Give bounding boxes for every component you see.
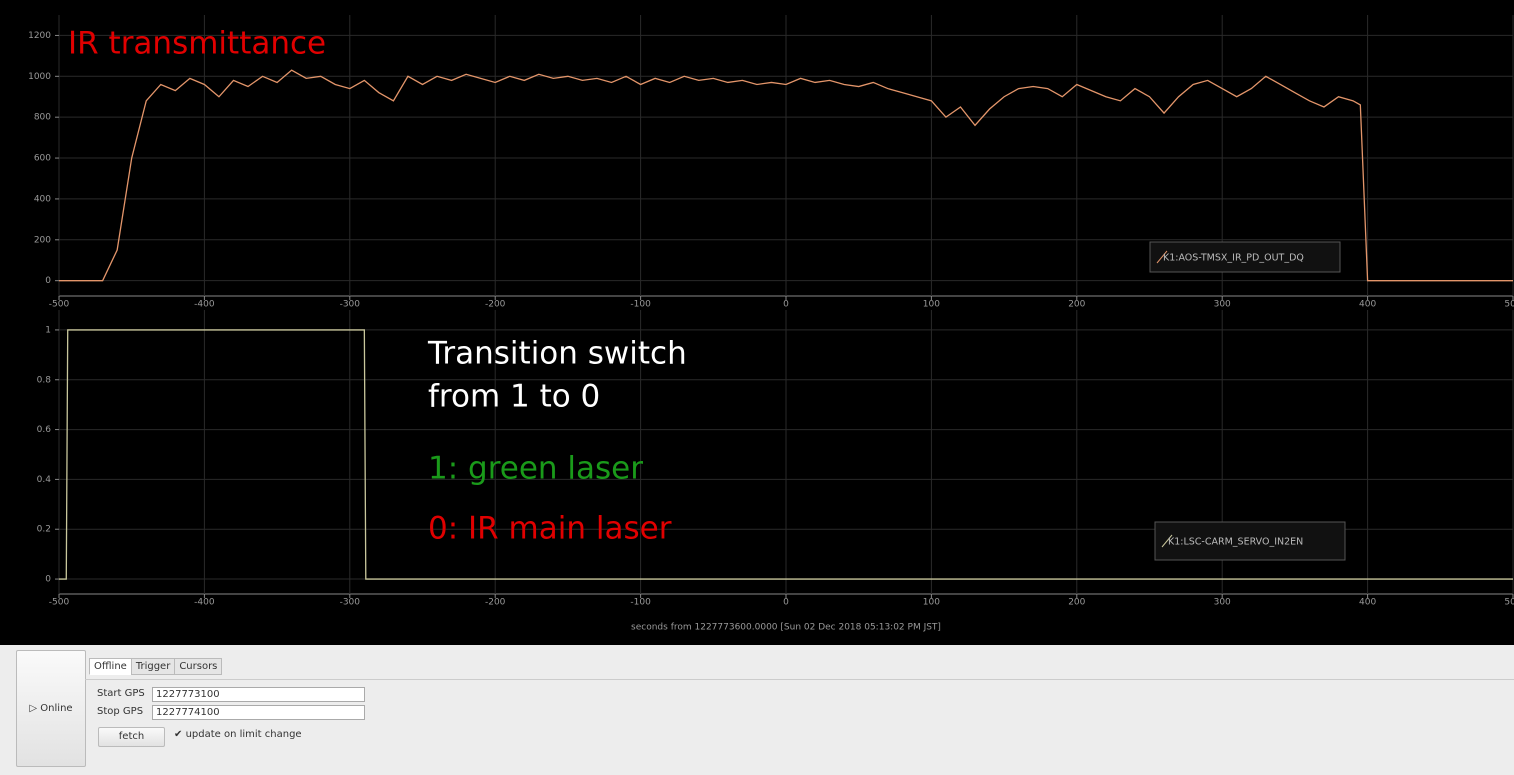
y-tick-label: 400 (34, 194, 51, 204)
y-tick-label: 0.4 (37, 475, 52, 485)
y-tick-label: 1000 (28, 72, 51, 82)
x-tick-label: -100 (630, 598, 651, 608)
y-tick-label: 1200 (28, 31, 51, 41)
legend-box (1149, 241, 1341, 273)
online-button[interactable]: ▷ Online (16, 650, 86, 767)
annotation: from 1 to 0 (428, 379, 600, 415)
tab-border (85, 679, 1514, 680)
x-tick-label: 400 (1359, 300, 1376, 310)
x-tick-label: -200 (485, 598, 506, 608)
legend-swatch (1156, 250, 1168, 264)
x-tick-label: -400 (194, 598, 215, 608)
annotation: Transition switch (427, 336, 687, 372)
y-tick-label: 0 (45, 276, 51, 286)
plots: -500-400-300-200-10001002003004005000200… (0, 0, 1514, 645)
x-tick-label: 0 (783, 300, 789, 310)
legend-swatch (1161, 534, 1173, 548)
x-tick-label: -200 (485, 300, 506, 310)
start-label: Start GPS (97, 688, 145, 699)
tab[interactable]: Trigger (130, 658, 176, 675)
tabs: Offline Trigger Cursors (89, 658, 223, 675)
checkbox[interactable]: ✔ update on limit change (174, 729, 302, 740)
x-axis-label: seconds from 1227773600.0000 [Sun 02 Dec… (631, 623, 941, 633)
fetch-button[interactable]: fetch (98, 727, 165, 747)
x-tick-label: 100 (923, 598, 940, 608)
online-label: Online (40, 703, 73, 714)
y-tick-label: 0.8 (37, 375, 52, 385)
x-tick-label: 200 (1068, 598, 1085, 608)
x-tick-label: 300 (1214, 300, 1231, 310)
x-tick-label: 100 (923, 300, 940, 310)
y-tick-label: 0.2 (37, 525, 51, 535)
tab[interactable]: Cursors (174, 658, 223, 675)
stop-input[interactable]: 1227774100 (152, 705, 365, 720)
y-tick-label: 0 (45, 575, 51, 585)
x-tick-label: 500 (1504, 300, 1514, 310)
y-tick-label: 200 (34, 235, 51, 245)
annotation: 1: green laser (428, 451, 643, 487)
annotation: 0: IR main laser (428, 511, 672, 547)
x-tick-label: -300 (340, 300, 361, 310)
stop-label: Stop GPS (97, 706, 144, 717)
checkbox-label: update on limit change (185, 729, 302, 740)
x-tick-label: 400 (1359, 598, 1376, 608)
x-tick-label: 200 (1068, 300, 1085, 310)
x-tick-label: 500 (1504, 598, 1514, 608)
legend-label: K1:AOS-TMSX_IR_PD_OUT_DQ (1163, 253, 1304, 264)
x-tick-label: -500 (49, 598, 70, 608)
y-tick-label: 800 (34, 113, 51, 123)
legend-box (1154, 521, 1346, 561)
y-tick-label: 1 (45, 325, 51, 335)
x-tick-label: 0 (783, 598, 789, 608)
y-tick-label: 600 (34, 154, 51, 164)
x-tick-label: -100 (630, 300, 651, 310)
series-line (59, 329, 1513, 580)
legend-label: K1:LSC-CARM_SERVO_IN2EN (1168, 537, 1303, 548)
annotation: IR transmittance (68, 26, 326, 62)
start-input[interactable]: 1227773100 (152, 687, 365, 702)
x-tick-label: -400 (194, 300, 215, 310)
y-tick-label: 0.6 (37, 425, 52, 435)
x-tick-label: 300 (1214, 598, 1231, 608)
x-tick-label: -500 (49, 300, 70, 310)
tab[interactable]: Offline (89, 658, 132, 675)
x-tick-label: -300 (340, 598, 361, 608)
series-line (59, 69, 1513, 282)
